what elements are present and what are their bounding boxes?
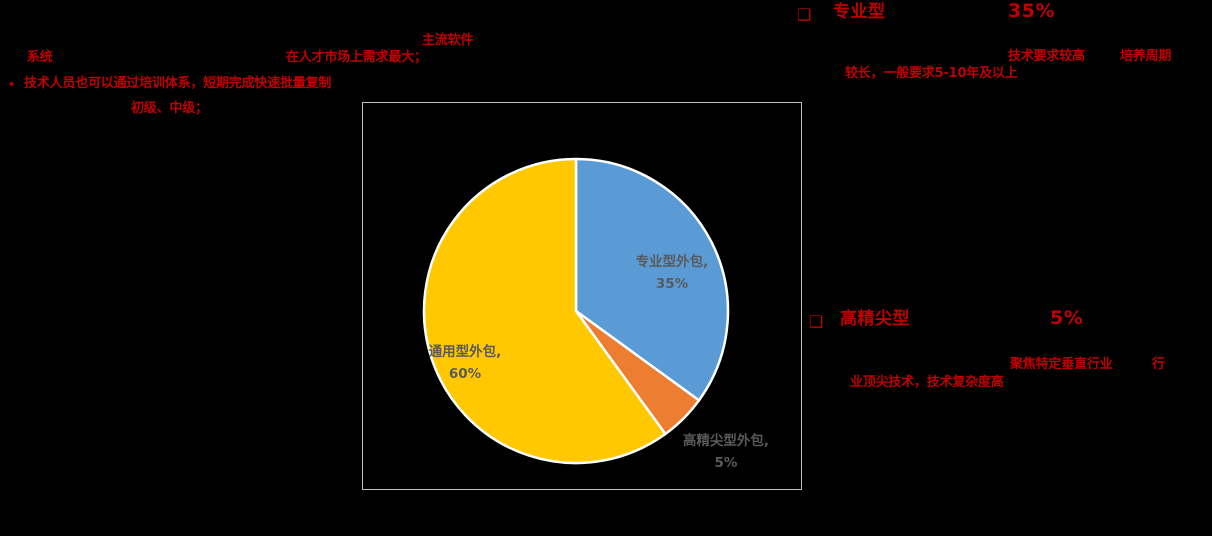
pie-label-general-name: 通用型外包,	[428, 344, 502, 360]
bullet-dot-icon: •	[8, 78, 15, 91]
pie-chart	[422, 157, 730, 465]
annotation-hightech-line2: 业顶尖技术，技术复杂度高	[850, 375, 1004, 390]
pie-label-hightech-name: 高精尖型外包,	[682, 433, 770, 449]
pie-label-hightech: 高精尖型外包, 5%	[676, 430, 776, 474]
pie-chart-svg	[422, 157, 730, 465]
pie-label-hightech-value: 5%	[714, 455, 738, 471]
annotation-chuji-zhongji: 初级、中级；	[131, 101, 208, 116]
value-professional-percent: 35%	[1008, 0, 1055, 22]
pie-slice-3	[422, 157, 667, 465]
pie-label-professional-name: 专业型外包,	[635, 254, 709, 270]
pie-slice-1	[574, 157, 730, 402]
pie-slice-group	[422, 157, 730, 465]
annotation-zhuliu-ruanjian: 主流软件	[422, 33, 474, 48]
heading-professional-type: 专业型	[833, 2, 886, 22]
pie-label-professional: 专业型外包, 35%	[622, 251, 722, 295]
pie-label-professional-value: 35%	[655, 276, 689, 292]
annotation-professional-line1b: 培养周期	[1120, 49, 1172, 64]
pie-label-general-value: 60%	[448, 366, 482, 382]
annotation-jishu-renyuan: 技术人员也可以通过培训体系，短期完成快速批量复制	[24, 76, 332, 91]
checkbox-square-icon-professional: ❑	[797, 5, 812, 24]
heading-hightech-type: 高精尖型	[840, 309, 910, 329]
checkbox-square-icon-hightech: ❑	[809, 312, 824, 331]
annotation-hightech-line1: 聚焦特定垂直行业	[1010, 357, 1113, 372]
chart-plot-frame	[362, 102, 802, 490]
annotation-xuqiu-zuida: 在人才市场上需求最大；	[286, 50, 427, 65]
annotation-professional-line2: 较长，一般要求5-10年及以上	[845, 66, 1018, 81]
annotation-professional-line1: 技术要求较高	[1008, 49, 1085, 64]
pie-label-general: 通用型外包, 60%	[415, 341, 515, 385]
annotation-hightech-line1b: 行	[1152, 357, 1165, 372]
annotation-xitong: 系统	[27, 50, 53, 65]
value-hightech-percent: 5%	[1050, 307, 1084, 329]
